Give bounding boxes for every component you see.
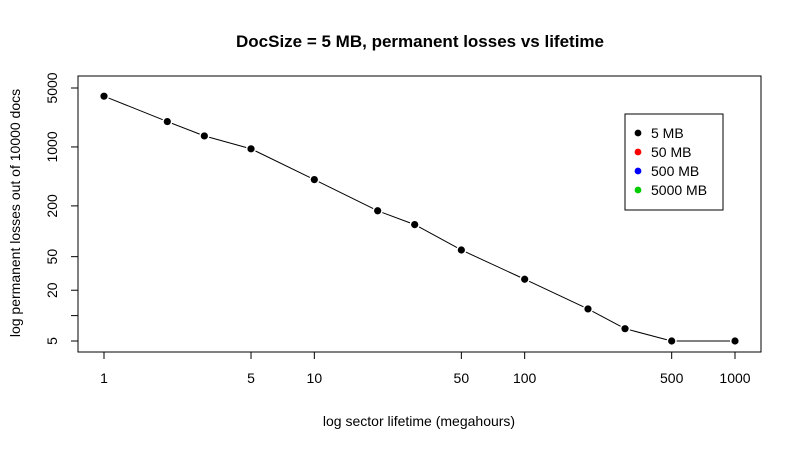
legend: 5 MB 50 MB 500 MB 5000 MB	[624, 113, 724, 211]
y-axis: 5 20 50 200 1000 5000	[44, 72, 79, 345]
legend-label: 50 MB	[651, 144, 691, 160]
series-line-segment	[108, 97, 163, 121]
series-line-segment	[382, 212, 411, 224]
y-tick-label: 1000	[44, 131, 60, 162]
data-point	[411, 221, 419, 229]
series-line-segment	[418, 226, 458, 249]
legend-label: 500 MB	[651, 163, 699, 179]
data-point	[310, 176, 318, 184]
series-line-segment	[592, 310, 621, 327]
data-point	[163, 117, 171, 126]
data-point	[731, 337, 739, 345]
x-tick-label: 500	[660, 370, 684, 386]
y-tick-label: 5	[44, 337, 60, 345]
x-tick-label: 1	[100, 370, 108, 386]
legend-marker	[634, 167, 642, 175]
legend-label: 5000 MB	[651, 182, 707, 198]
data-point	[668, 337, 676, 345]
y-axis-label: log permanent losses out of 10000 docs	[7, 89, 23, 337]
legend-marker	[634, 186, 642, 194]
data-point	[100, 92, 108, 100]
y-tick-label: 20	[44, 282, 60, 298]
x-axis: 1 5 10 50 100 500 1000	[100, 351, 751, 386]
legend-marker	[634, 148, 642, 156]
data-point	[457, 246, 465, 254]
data-point	[247, 145, 255, 153]
series-line-segment	[465, 251, 521, 278]
series-line-segment	[318, 181, 374, 210]
series-line-segment	[629, 329, 667, 341]
y-tick-label: 5000	[44, 72, 60, 103]
data-point	[200, 132, 208, 140]
data-point	[584, 305, 592, 313]
series-line-segment	[528, 280, 584, 308]
series-line-segment	[209, 136, 247, 148]
x-tick-label: 5	[247, 370, 255, 386]
series-layer	[100, 92, 739, 345]
legend-box	[624, 113, 724, 211]
data-point	[374, 207, 382, 215]
series-line-segment	[255, 150, 311, 178]
series-line-segment	[171, 122, 200, 135]
x-tick-label: 10	[307, 370, 323, 386]
x-tick-label: 50	[454, 370, 470, 386]
legend-label: 5 MB	[651, 125, 684, 141]
data-point	[521, 275, 529, 283]
y-tick-label: 50	[44, 249, 60, 265]
x-tick-label: 100	[513, 370, 537, 386]
y-tick-label: 200	[44, 194, 60, 218]
legend-marker	[634, 129, 642, 137]
data-point	[621, 325, 629, 333]
x-tick-label: 1000	[719, 370, 750, 386]
chart-title: DocSize = 5 MB, permanent losses vs life…	[236, 32, 604, 51]
x-axis-label: log sector lifetime (megahours)	[323, 413, 515, 429]
